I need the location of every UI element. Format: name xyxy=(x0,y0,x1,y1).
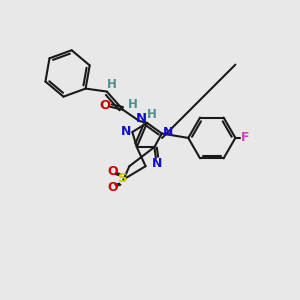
Text: H: H xyxy=(107,78,117,91)
Text: S: S xyxy=(118,172,128,185)
Text: N: N xyxy=(121,125,131,138)
Text: N: N xyxy=(163,126,173,140)
Text: H: H xyxy=(147,108,157,121)
Text: H: H xyxy=(128,98,138,111)
Text: O: O xyxy=(107,165,118,178)
Text: O: O xyxy=(107,181,118,194)
Text: N: N xyxy=(152,157,163,170)
Text: N: N xyxy=(135,112,146,125)
Text: O: O xyxy=(99,99,110,112)
Text: F: F xyxy=(241,131,249,144)
